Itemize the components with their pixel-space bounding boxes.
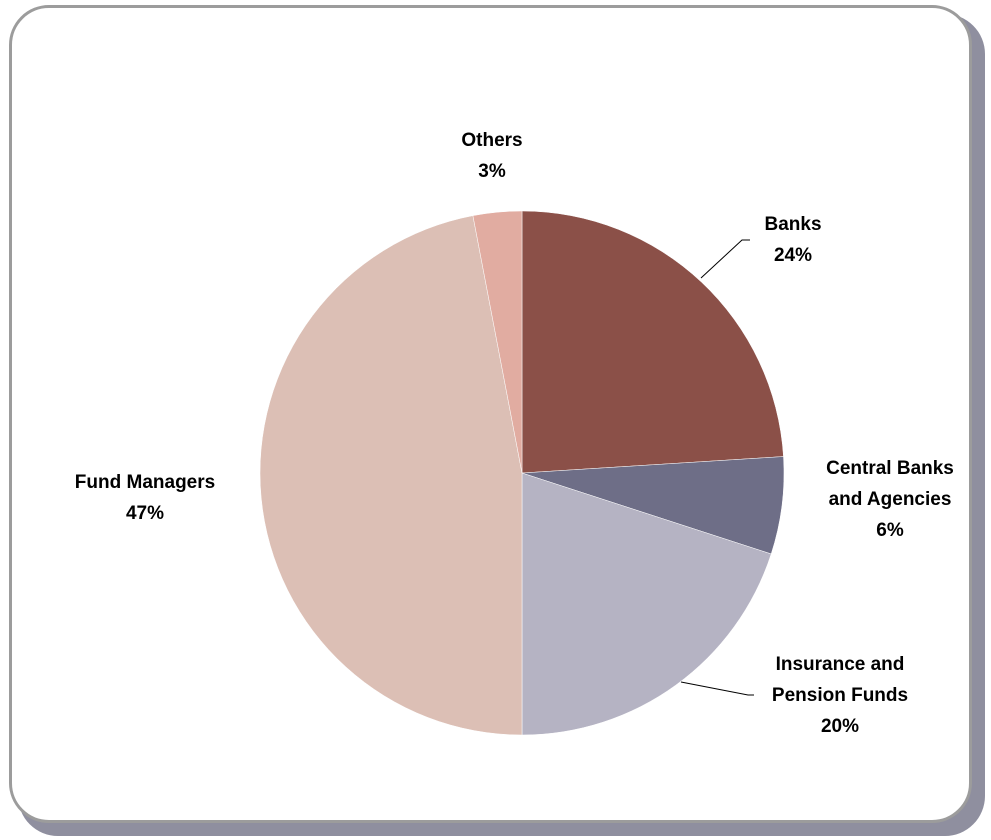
pie-slice-fund-managers	[259, 215, 523, 736]
pie-slice-banks	[521, 210, 784, 474]
slice-label-banks: Banks 24%	[764, 214, 821, 266]
slice-label-others: Others 3%	[461, 130, 522, 182]
pie-slices	[259, 210, 785, 736]
leader-lines	[680, 239, 754, 696]
slice-labels: Banks 24% Central Banks and Agencies 6% Insur…	[75, 130, 954, 737]
pie-slice-others	[472, 210, 523, 474]
slice-label-central-banks-and-agencies: Central Banks and Agencies 6%	[826, 458, 954, 541]
slice-label-fund-managers: Fund Managers 47%	[75, 472, 215, 524]
leader-line	[680, 681, 754, 696]
leader-line	[700, 239, 750, 279]
slice-label-insurance-and-pension-funds: Insurance and Pension Funds 20%	[772, 654, 908, 737]
pie-slice-insurance-and-pension-funds	[521, 472, 772, 736]
